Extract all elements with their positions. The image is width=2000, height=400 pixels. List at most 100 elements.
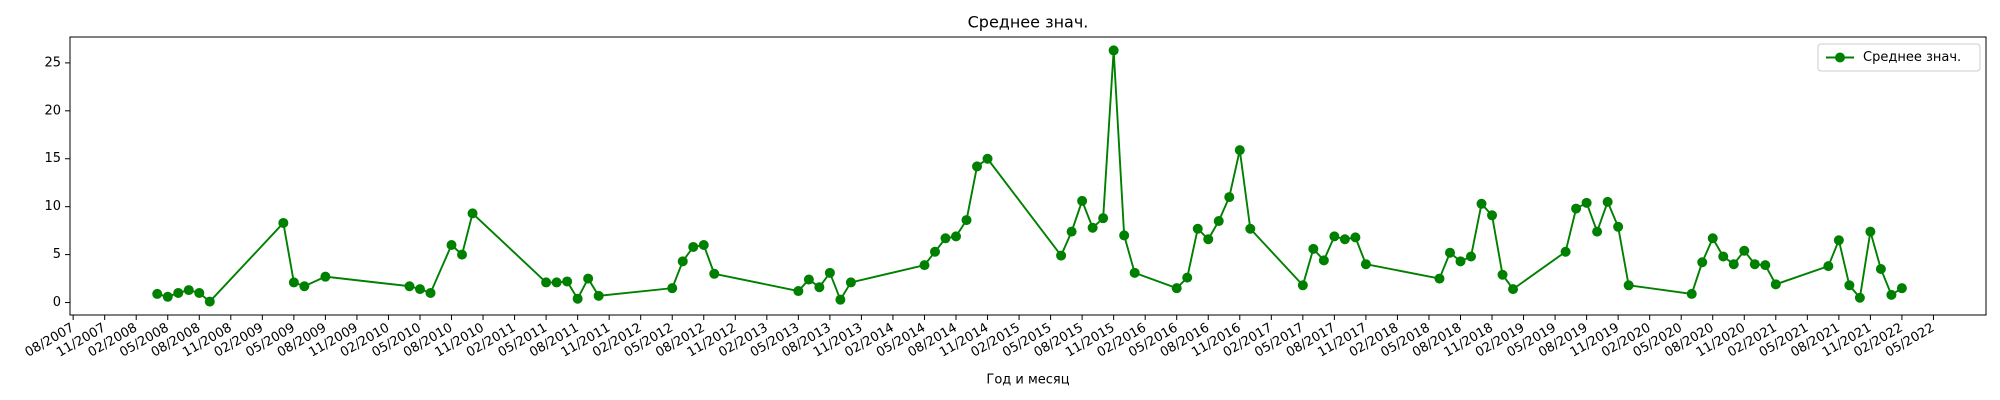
- point-marker: [1129, 267, 1140, 278]
- point-marker: [1623, 280, 1634, 291]
- y-tick-label: 10: [44, 199, 61, 214]
- point-marker: [404, 281, 415, 292]
- point-marker: [1171, 283, 1182, 294]
- point-marker: [1066, 226, 1077, 237]
- point-marker: [593, 290, 604, 301]
- point-marker: [972, 161, 983, 172]
- point-marker: [1602, 196, 1613, 207]
- point-marker: [1728, 259, 1739, 270]
- point-marker: [1077, 195, 1088, 206]
- point-marker: [173, 287, 184, 298]
- point-marker: [1718, 251, 1729, 262]
- point-marker: [793, 286, 804, 297]
- point-marker: [845, 277, 856, 288]
- point-marker: [951, 231, 962, 242]
- y-tick-label: 5: [53, 247, 61, 262]
- point-marker: [1571, 203, 1582, 214]
- point-marker: [1613, 221, 1624, 232]
- point-marker: [667, 283, 678, 294]
- legend-marker: [1835, 52, 1845, 63]
- point-marker: [414, 284, 425, 295]
- point-marker: [562, 276, 573, 287]
- point-marker: [919, 260, 930, 271]
- point-marker: [709, 268, 720, 279]
- point-marker: [1339, 234, 1350, 245]
- x-axis-label: Год и месяц: [986, 373, 1069, 388]
- point-marker: [1466, 251, 1477, 262]
- point-marker: [814, 282, 825, 293]
- point-marker: [288, 277, 299, 288]
- point-marker: [1203, 234, 1214, 245]
- point-marker: [1739, 245, 1750, 256]
- point-marker: [1707, 233, 1718, 244]
- point-marker: [982, 153, 993, 164]
- point-marker: [1865, 226, 1876, 237]
- point-marker: [1360, 259, 1371, 270]
- point-marker: [1697, 257, 1708, 268]
- point-marker: [1823, 261, 1834, 272]
- point-marker: [1833, 235, 1844, 246]
- point-marker: [1087, 222, 1098, 233]
- point-marker: [940, 233, 951, 244]
- legend-box: [1817, 43, 1981, 72]
- point-marker: [1297, 280, 1308, 291]
- point-marker: [1760, 260, 1771, 271]
- point-marker: [1896, 283, 1907, 294]
- point-marker: [204, 296, 215, 307]
- point-marker: [1455, 256, 1466, 267]
- legend: Среднее знач.: [1817, 43, 1981, 72]
- point-marker: [1434, 273, 1445, 284]
- point-marker: [1592, 226, 1603, 237]
- point-marker: [1476, 198, 1487, 209]
- point-marker: [1182, 272, 1193, 283]
- y-tick-label: 15: [44, 151, 61, 166]
- point-marker: [457, 249, 468, 260]
- point-marker: [677, 256, 688, 267]
- point-marker: [299, 281, 310, 292]
- point-marker: [1487, 210, 1498, 221]
- point-marker: [1686, 288, 1697, 299]
- point-marker: [1108, 45, 1119, 56]
- point-marker: [1224, 192, 1235, 203]
- point-marker: [1119, 230, 1130, 241]
- point-marker: [1444, 247, 1455, 258]
- point-marker: [1056, 250, 1067, 261]
- point-marker: [1854, 292, 1865, 303]
- point-marker: [961, 215, 972, 226]
- point-marker: [425, 287, 436, 298]
- point-marker: [824, 267, 835, 278]
- point-marker: [835, 294, 846, 305]
- legend-label: Среднее знач.: [1863, 50, 1961, 65]
- y-tick-label: 0: [53, 295, 61, 310]
- point-marker: [583, 273, 594, 284]
- point-marker: [320, 271, 331, 282]
- point-marker: [1245, 223, 1256, 234]
- point-marker: [1234, 145, 1245, 156]
- point-marker: [551, 277, 562, 288]
- point-marker: [1581, 197, 1592, 208]
- point-marker: [446, 240, 457, 251]
- point-marker: [1770, 279, 1781, 290]
- point-marker: [929, 246, 940, 257]
- point-marker: [803, 274, 814, 285]
- point-marker: [1497, 269, 1508, 280]
- y-tick-label: 25: [44, 55, 61, 70]
- point-marker: [1098, 213, 1109, 224]
- point-marker: [278, 217, 289, 228]
- y-tick-label: 20: [44, 103, 61, 118]
- point-marker: [1749, 259, 1760, 270]
- point-marker: [162, 291, 173, 302]
- point-marker: [1508, 284, 1519, 295]
- point-marker: [1329, 231, 1340, 242]
- point-marker: [152, 288, 163, 299]
- plot-frame: [69, 36, 1987, 316]
- point-marker: [698, 240, 709, 251]
- point-marker: [1560, 246, 1571, 257]
- chart-title: Среднее знач.: [968, 13, 1089, 32]
- point-marker: [1350, 232, 1361, 243]
- point-marker: [1844, 280, 1855, 291]
- point-marker: [541, 277, 552, 288]
- series-line: [156, 50, 1903, 303]
- point-marker: [467, 208, 478, 219]
